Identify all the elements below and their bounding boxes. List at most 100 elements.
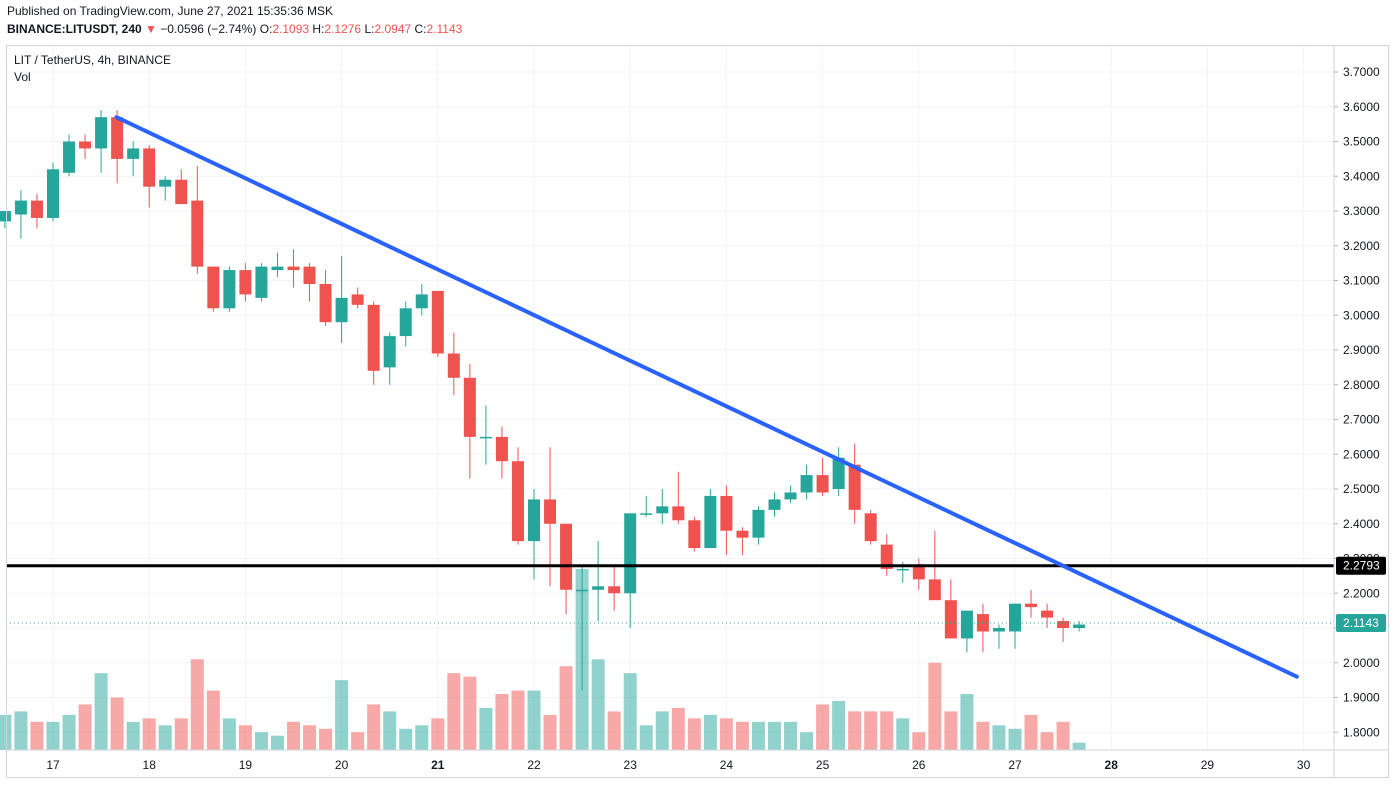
candle-body	[223, 270, 236, 309]
volume-bar	[735, 721, 749, 750]
volume-bar	[896, 718, 910, 750]
symbol-info-line: BINANCE:LITUSDT, 240 ▼ −0.0596 (−2.74%) …	[7, 22, 462, 36]
candle-body	[447, 353, 460, 378]
volume-bar	[62, 714, 76, 750]
volume-bar	[383, 711, 397, 750]
volume-bar	[960, 694, 974, 750]
candle-body	[992, 628, 1005, 632]
volume-bar	[976, 721, 990, 750]
candle-body	[127, 148, 140, 159]
symbol-name[interactable]: BINANCE:LITUSDT, 240	[7, 22, 142, 36]
volume-bar	[287, 721, 300, 750]
volume-bar	[864, 711, 878, 750]
price-change: −0.0596 (−2.74%)	[160, 22, 257, 36]
y-tick-label: 3.2000	[1343, 239, 1380, 253]
volume-bar	[832, 700, 846, 750]
candle-body	[736, 530, 749, 538]
volume-bar	[912, 732, 926, 750]
trendline	[114, 115, 1299, 679]
candle-body	[576, 589, 589, 592]
high-value: 2.1276	[324, 22, 362, 36]
volume-bar	[1056, 721, 1070, 750]
volume-bar	[1072, 742, 1086, 750]
volume-bar	[880, 711, 894, 750]
x-tick-label: 28	[1105, 758, 1119, 772]
y-tick-label: 3.6000	[1343, 100, 1380, 114]
candle-body	[95, 117, 108, 149]
y-tick-label: 2.8000	[1343, 378, 1380, 392]
candle-body	[704, 495, 717, 549]
volume-bar	[655, 711, 669, 750]
x-tick-label: 26	[912, 758, 926, 772]
x-tick-label: 21	[431, 758, 445, 772]
open-value: 2.1093	[272, 22, 310, 36]
volume-bar	[703, 714, 717, 750]
x-tick-label: 25	[816, 758, 830, 772]
volume-bar	[158, 725, 172, 750]
volume-bar	[992, 725, 1006, 750]
volume-label: Vol	[14, 70, 31, 84]
candle-body	[1025, 603, 1038, 608]
chart-title: LIT / TetherUS, 4h, BINANCE	[14, 53, 171, 67]
candle-body	[1009, 603, 1021, 632]
volume-bar	[222, 718, 236, 750]
volume-bar	[447, 673, 461, 750]
volume-bar	[511, 690, 525, 750]
volume-bar	[527, 690, 541, 750]
volume-bar	[174, 718, 188, 750]
low-value: 2.0947	[374, 22, 412, 36]
volume-bar	[768, 721, 781, 750]
candle-body	[175, 179, 188, 205]
high-label: H:	[312, 22, 325, 36]
volume-bar	[944, 711, 958, 750]
candle-body	[159, 179, 172, 187]
candle-body	[816, 475, 829, 493]
candle-body	[495, 436, 508, 462]
x-tick-label: 30	[1297, 758, 1311, 772]
x-tick-label: 23	[624, 758, 638, 772]
volume-bar	[142, 718, 156, 750]
y-tick-label: 3.0000	[1343, 308, 1380, 322]
volume-bar	[559, 666, 573, 750]
volume-bar	[0, 714, 12, 750]
y-tick-label: 1.9000	[1343, 691, 1380, 705]
close-label: C:	[414, 22, 427, 36]
volume-bar	[543, 714, 557, 750]
candle-body	[367, 304, 380, 371]
candle-body	[720, 495, 733, 531]
candle-body	[624, 513, 637, 594]
candle-body	[79, 141, 92, 149]
volume-bar	[254, 732, 268, 750]
y-tick-label: 2.7000	[1343, 413, 1380, 427]
volume-bar	[190, 659, 204, 750]
candle-body	[640, 513, 653, 515]
candle-body	[319, 283, 332, 323]
volume-bar	[1008, 728, 1022, 750]
change-down-icon: ▼	[145, 22, 157, 36]
x-tick-label: 20	[335, 758, 349, 772]
candle-body	[335, 297, 348, 323]
y-tick-label: 3.4000	[1343, 169, 1380, 183]
volume-bar	[415, 725, 429, 750]
volume-bar	[431, 718, 445, 750]
candle-body	[463, 377, 476, 437]
candle-body	[1057, 621, 1070, 628]
y-tick-label: 3.3000	[1343, 204, 1380, 218]
candle-body	[560, 523, 573, 590]
y-tick-label: 1.8000	[1343, 725, 1380, 739]
candle-body	[896, 568, 909, 571]
last-price-label-bg	[1336, 614, 1386, 633]
candle-body	[431, 290, 444, 354]
x-tick-label: 22	[527, 758, 541, 772]
volume-bar	[94, 673, 108, 750]
volume-bar	[671, 707, 685, 750]
volume-bar	[784, 721, 798, 750]
last-price-label: 2.1143	[1343, 616, 1379, 630]
volume-bar	[751, 721, 765, 750]
y-tick-label: 2.9000	[1343, 343, 1380, 357]
candle-body	[511, 461, 524, 542]
x-tick-label: 17	[46, 758, 60, 772]
volume-bar	[78, 704, 92, 750]
candle-body	[848, 464, 861, 510]
